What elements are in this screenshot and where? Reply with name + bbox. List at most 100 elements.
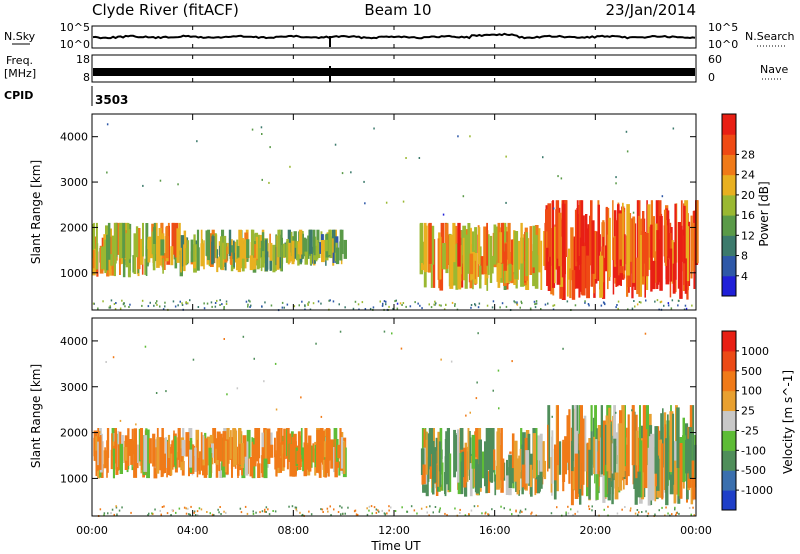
echo-cell	[661, 443, 664, 500]
echo-cell	[613, 438, 617, 481]
colorbar-tick-label: 25	[741, 405, 755, 418]
echo-cell	[298, 229, 303, 255]
echo-cell	[605, 206, 608, 268]
echo-speckle	[464, 514, 467, 517]
echo-speckle	[419, 304, 421, 307]
noise-left-label: N.Sky	[4, 30, 36, 43]
echo-cell	[97, 441, 99, 466]
echo-speckle	[691, 304, 693, 307]
power-panel: 1000 2000 3000 4000 Slant Range [km] 4 8 12 16…	[29, 113, 771, 312]
echo-speckle	[616, 304, 618, 306]
echo-cell	[123, 447, 128, 461]
echo-cell	[112, 448, 115, 479]
echo-cell	[145, 256, 148, 276]
freq-band	[93, 68, 695, 76]
echo-speckle	[334, 143, 337, 146]
echo-speckle	[402, 200, 405, 203]
echo-cell	[581, 246, 586, 296]
echo-speckle	[364, 308, 367, 310]
echo-cell	[147, 236, 151, 263]
echo-cell	[205, 463, 207, 477]
echo-speckle	[109, 306, 112, 309]
echo-speckle	[516, 303, 519, 306]
echo-cell	[606, 423, 610, 472]
echo-cell	[613, 236, 617, 267]
colorbar-segment	[722, 194, 736, 216]
echo-cell	[185, 432, 190, 457]
echo-cell	[478, 227, 481, 265]
echo-cell	[196, 229, 200, 258]
echo-speckle	[600, 304, 603, 307]
echo-speckle	[634, 512, 637, 515]
echo-speckle	[239, 507, 242, 510]
echo-speckle	[170, 514, 172, 516]
echo-cell	[442, 243, 446, 270]
echo-speckle	[332, 300, 335, 303]
echo-cell	[519, 448, 522, 479]
colorbar-segment	[722, 235, 736, 257]
echo-speckle	[626, 150, 629, 153]
echo-speckle	[206, 302, 209, 305]
echo-cell	[122, 241, 126, 278]
echo-cell	[293, 433, 297, 460]
echo-speckle	[562, 347, 564, 350]
echo-speckle	[328, 299, 330, 302]
colorbar-tick-label: 500	[741, 365, 762, 378]
echo-speckle	[551, 415, 553, 418]
echo-speckle	[521, 302, 523, 305]
echo-cell	[506, 459, 508, 484]
echo-cell	[174, 440, 177, 469]
echo-cell	[679, 225, 683, 299]
echo-speckle	[245, 300, 248, 303]
echo-speckle	[513, 300, 515, 303]
echo-cell	[286, 239, 289, 257]
echo-cell	[262, 251, 265, 268]
echo-speckle	[591, 505, 593, 508]
echo-cell	[474, 459, 479, 493]
echo-cell	[219, 463, 223, 478]
velocity-colorbar: -1000 -500 -100 -25 25 100 500 1000	[721, 330, 773, 511]
echo-cell	[252, 257, 257, 270]
echo-cell	[117, 444, 122, 469]
echo-cell	[676, 407, 680, 468]
echo-cell	[474, 227, 478, 269]
echo-speckle	[269, 146, 271, 149]
echo-cell	[673, 460, 677, 504]
echo-speckle	[300, 396, 302, 399]
echo-speckle	[320, 415, 323, 418]
echo-speckle	[454, 303, 456, 306]
echo-cell	[611, 472, 614, 505]
echo-speckle	[692, 506, 694, 509]
echo-cell	[513, 440, 518, 482]
echo-speckle	[196, 514, 199, 517]
echo-speckle	[250, 304, 252, 307]
echo-cell	[177, 428, 181, 460]
echo-speckle	[295, 506, 298, 509]
echo-cell	[142, 222, 144, 257]
echo-cell	[607, 456, 611, 501]
echo-cell	[241, 460, 243, 476]
echo-speckle	[634, 305, 636, 308]
echo-speckle	[661, 195, 664, 198]
echo-speckle	[144, 345, 147, 348]
colorbar-frame	[721, 113, 737, 297]
echo-cell	[277, 229, 281, 258]
echo-speckle	[394, 510, 397, 512]
echo-speckle	[196, 140, 198, 143]
velocity-colorbar-label: Velocity [m s^-1]	[781, 370, 795, 474]
echo-cell	[520, 428, 523, 469]
echo-cell	[444, 472, 447, 495]
nave-label: Nave	[760, 63, 788, 76]
echo-cell	[596, 451, 600, 491]
echo-speckle	[106, 171, 108, 174]
echo-cell	[135, 226, 139, 258]
echo-cell	[502, 458, 505, 478]
echo-speckle	[102, 300, 104, 303]
echo-speckle	[171, 509, 174, 512]
echo-speckle	[383, 300, 386, 303]
echo-cell	[226, 243, 230, 254]
echo-speckle	[99, 508, 102, 511]
echo-speckle	[260, 126, 263, 129]
echo-speckle	[603, 508, 605, 511]
